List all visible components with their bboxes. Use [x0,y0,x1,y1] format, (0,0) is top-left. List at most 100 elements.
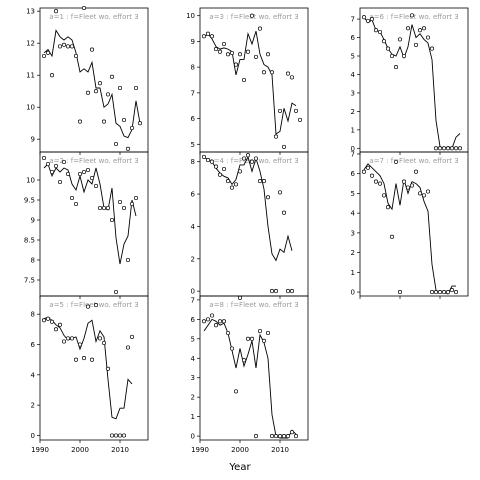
data-point [97,336,103,341]
data-point [425,189,431,194]
data-point [45,316,51,321]
panel: a=3 : f=Fleet wo. effort 3 5 6 7 8 9 10 [186,7,309,155]
y-tick-label: 1 [191,413,195,421]
data-point [73,201,79,207]
y-tick-label: 5 [351,190,355,198]
data-point [237,169,243,174]
data-point [93,303,99,308]
data-point [105,366,111,371]
data-point [65,171,71,177]
data-point [281,434,287,439]
y-tick-label: 5 [351,53,355,61]
y-tick-label: 6 [31,341,36,349]
data-point [437,146,443,151]
data-point [201,34,207,39]
fit-line [203,318,297,439]
data-point [233,182,239,187]
data-point [213,47,219,52]
x-tick-label: 2000 [71,446,89,454]
data-point [61,339,67,344]
y-tick-label: 13 [26,8,35,16]
data-point [449,288,455,293]
y-tick-label: 0 [351,289,355,297]
y-tick-label: 6 [351,170,356,178]
y-tick-label: 11 [26,72,35,80]
data-point [285,289,291,294]
data-point [425,35,431,40]
panel: a=2 : f=Fleet wo. effort 3 7.5 8 8.5 9 9.5 10 [24,151,149,299]
y-tick-label: 2 [31,402,35,410]
data-point [213,164,219,169]
y-tick-label: 7 [191,89,195,97]
data-point [221,41,227,47]
data-point [389,234,395,239]
data-point [49,169,55,175]
data-point [101,340,107,346]
data-point [253,156,259,161]
data-point [377,29,383,35]
data-point [249,13,255,18]
data-point [85,90,91,95]
data-point [41,318,47,323]
data-point [81,356,87,361]
data-point [413,42,419,47]
data-point [65,336,71,341]
data-point [77,171,83,177]
data-point [241,156,247,161]
panel-title: a=7 : f=Fleet wo. effort 3 [369,157,458,165]
data-point [57,44,63,49]
data-point [241,358,247,363]
data-point [257,328,263,334]
data-point [217,49,223,54]
data-point [269,70,275,75]
data-point [201,154,207,159]
x-tick-label: 2000 [231,446,249,454]
data-point [369,17,375,22]
data-point [445,290,451,295]
data-point [129,201,135,207]
panel: a=4 : f=Fleet wo. effort 3 0 2 4 6 8 [191,151,309,299]
data-point [281,144,287,149]
panel-frame [199,295,309,441]
data-point [365,165,371,170]
data-point [117,433,123,438]
y-tick-label: 4 [191,223,196,231]
data-point [365,18,371,23]
data-point [453,146,459,151]
data-point [133,195,139,201]
fit-line [43,163,137,265]
data-point [89,47,95,52]
data-point [225,330,231,336]
data-point [45,50,51,55]
x-tick-label: 1990 [191,446,209,454]
data-point [261,338,267,343]
y-tick-label: 8 [191,158,195,166]
data-point [117,199,123,205]
data-point [421,26,427,31]
data-point [433,290,439,295]
data-point [453,290,459,295]
fit-line [203,155,293,262]
y-tick-label: 3 [351,89,355,97]
data-point [257,26,263,31]
panel: a=6 : f=Fleet wo. effort 3 0 1 2 3 4 5 6 7 [351,7,469,155]
panel-title: a=1 : f=Fleet wo. effort 3 [49,13,138,21]
panel: a=1 : f=Fleet wo. effort 3 9 10 11 12 13 [26,5,149,155]
data-point [121,433,127,438]
data-point [217,319,223,324]
data-point [77,342,83,347]
data-point [253,54,259,59]
y-tick-label: 0 [31,432,35,440]
data-point [229,346,235,351]
data-point [277,108,283,113]
y-tick-label: 5 [191,335,195,343]
data-point [81,169,87,175]
data-point [109,433,115,438]
y-tick-label: 9 [31,217,35,225]
data-point [81,5,87,11]
data-point [393,159,399,164]
data-point [121,205,127,211]
data-point [209,159,215,164]
data-point [133,85,139,91]
